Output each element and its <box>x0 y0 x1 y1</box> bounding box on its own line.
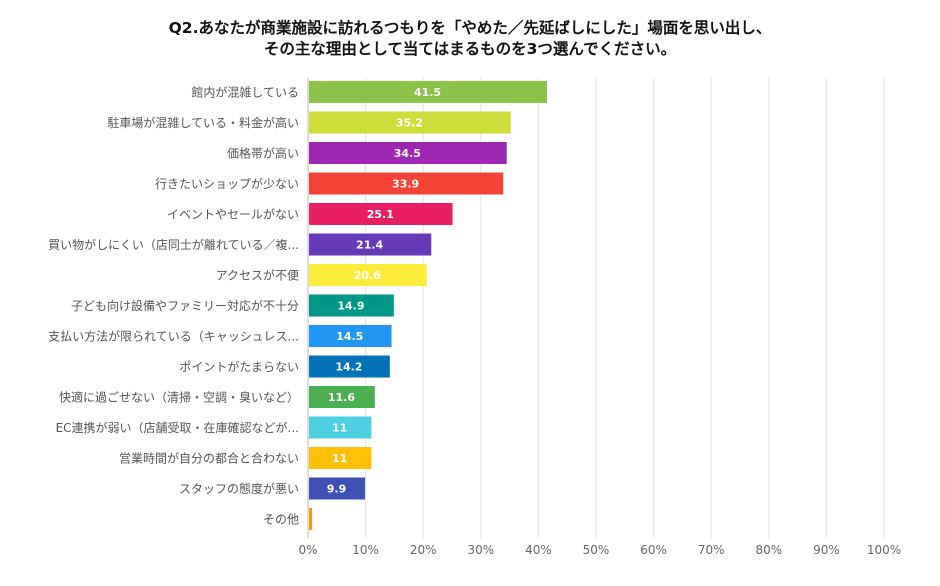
x-tick-label: 70% <box>698 543 725 557</box>
data-label: 35.2 <box>396 117 423 130</box>
x-tick-label: 100% <box>867 543 901 557</box>
category-label: イベントやセールがない <box>167 207 299 222</box>
title-line-1: Q2.あなたが商業施設に訪れるつもりを「やめた／先延ばしにした」場面を思い出し、 <box>168 19 772 37</box>
category-label: その他 <box>263 513 299 527</box>
category-label: 価格帯が高い <box>227 146 299 161</box>
category-label: スタッフの態度が悪い <box>179 481 299 496</box>
category-label: 行きたいショップが少ない <box>155 176 299 191</box>
data-label: 11 <box>332 452 347 465</box>
x-tick-label: 50% <box>583 543 610 557</box>
category-label: 快適に過ごせない（清掃・空調・臭いなど） <box>59 390 299 405</box>
data-label: 34.5 <box>394 147 421 160</box>
bar <box>309 325 392 347</box>
category-label: アクセスが不便 <box>216 268 299 283</box>
bar <box>309 111 511 134</box>
bar <box>309 233 432 256</box>
bar <box>309 294 394 317</box>
x-tick-label: 80% <box>755 543 782 557</box>
category-label: 館内が混雑している <box>191 85 299 100</box>
x-tick-label: 90% <box>813 543 840 557</box>
data-label: 9.9 <box>327 483 347 496</box>
data-label: 25.1 <box>367 208 394 221</box>
data-label: 11 <box>332 422 347 435</box>
x-tick-label: 20% <box>410 543 437 557</box>
bar <box>309 355 390 378</box>
bar <box>309 508 313 530</box>
x-tick-label: 10% <box>352 543 379 557</box>
x-tick-label: 60% <box>640 543 667 557</box>
data-label: 20.6 <box>354 269 381 282</box>
data-label: 14.2 <box>335 361 362 374</box>
bar <box>309 264 427 286</box>
bar <box>309 81 548 103</box>
category-label: 子ども向け設備やファミリー対応が不十分 <box>71 298 299 313</box>
x-tick-label: 0% <box>298 543 317 557</box>
bar <box>309 477 366 500</box>
data-label: 14.9 <box>337 300 364 313</box>
bar <box>309 172 504 195</box>
data-label: 11.6 <box>328 391 355 404</box>
data-label: 14.5 <box>336 330 363 343</box>
chart-title: Q2.あなたが商業施設に訪れるつもりを「やめた／先延ばしにした」場面を思い出し、… <box>0 18 940 60</box>
bar <box>309 386 375 408</box>
bar <box>309 447 372 469</box>
data-label: 33.9 <box>392 178 419 191</box>
category-label: 買い物がしにくい（店同士が離れている／複... <box>48 237 299 252</box>
title-line-2: その主な理由として当てはまるものを3つ選んでください。 <box>263 40 677 58</box>
category-label: 駐車場が混雑している・料金が高い <box>107 115 299 130</box>
bar <box>309 142 507 164</box>
category-label: EC連携が弱い（店舗受取・在庫確認などが... <box>56 420 299 435</box>
x-tick-label: 30% <box>467 543 494 557</box>
data-label: 21.4 <box>356 239 383 252</box>
data-label: 41.5 <box>414 86 441 99</box>
category-label: 営業時間が自分の都合と合わない <box>119 451 299 466</box>
category-label: 支払い方法が限られている（キャッシュレス... <box>48 329 299 344</box>
x-tick-label: 40% <box>525 543 552 557</box>
bar <box>309 203 453 225</box>
bar <box>309 416 372 439</box>
category-label: ポイントがたまらない <box>179 359 299 374</box>
